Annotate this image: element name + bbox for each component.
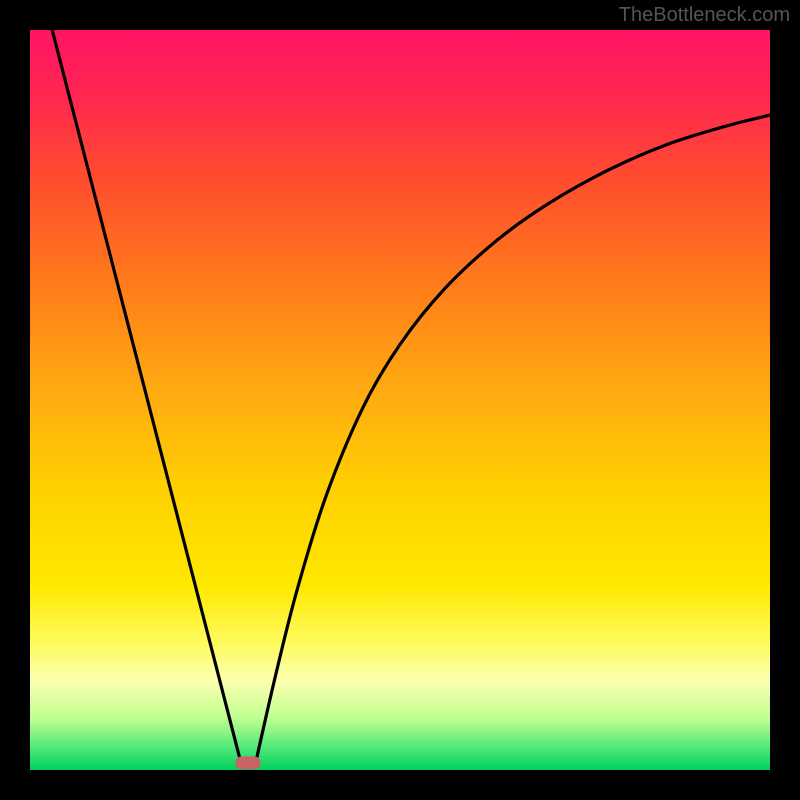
figure-root: TheBottleneck.com: [0, 0, 800, 800]
min-marker: [236, 756, 261, 769]
watermark-text: TheBottleneck.com: [619, 4, 790, 27]
plot-area: [30, 30, 770, 770]
curve-layer: [30, 30, 770, 770]
right-branch-curve: [256, 115, 770, 763]
left-branch-line: [52, 30, 241, 763]
